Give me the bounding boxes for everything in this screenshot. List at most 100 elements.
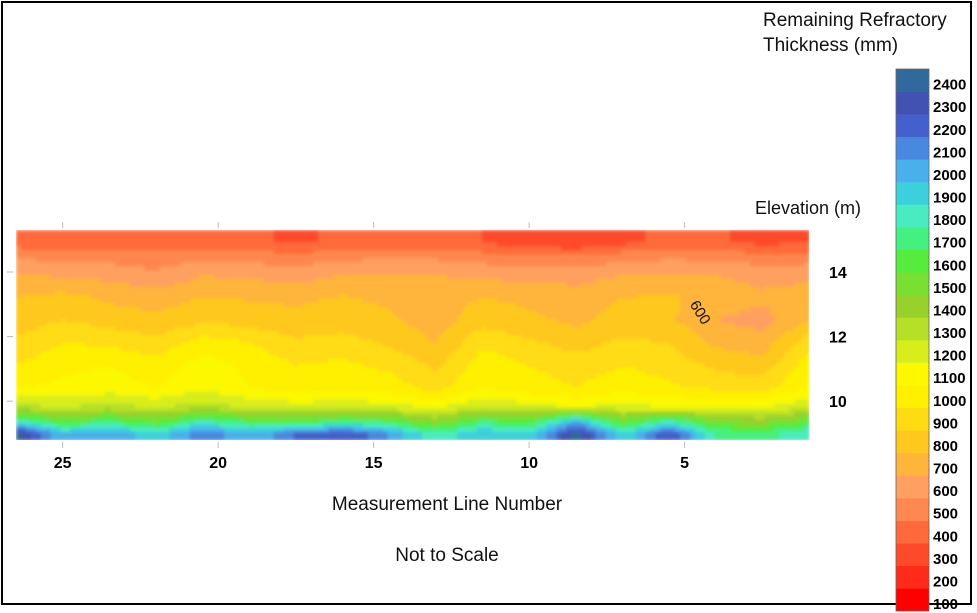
contour-cell <box>392 322 399 328</box>
contour-cell <box>308 278 314 284</box>
contour-cell <box>630 335 637 340</box>
contour-cell <box>55 322 62 328</box>
contour-cell <box>149 270 156 276</box>
contour-cell <box>719 330 726 336</box>
contour-cell <box>367 262 374 267</box>
contour-cell <box>615 230 622 235</box>
contour-cell <box>764 306 770 312</box>
contour-cell <box>531 339 538 344</box>
contour-cell <box>784 238 790 243</box>
contour-cell <box>224 242 230 247</box>
contour-cell <box>45 258 52 263</box>
contour-cell <box>20 290 27 296</box>
contour-cell <box>709 347 716 352</box>
contour-cell <box>328 246 334 251</box>
contour-cell <box>645 302 651 308</box>
contour-cell <box>353 298 359 304</box>
contour-cell <box>382 318 389 324</box>
contour-cell <box>387 262 394 267</box>
contour-cell <box>556 335 562 340</box>
contour-cell <box>169 318 176 324</box>
contour-cell <box>714 310 721 316</box>
contour-cell <box>95 351 101 356</box>
contour-cell <box>343 339 349 344</box>
contour-cell <box>709 270 716 276</box>
contour-cell <box>353 314 359 320</box>
contour-cell <box>640 238 647 243</box>
contour-cell <box>115 286 121 292</box>
contour-cell <box>804 286 809 292</box>
contour-cell <box>303 302 310 308</box>
contour-cell <box>30 266 37 271</box>
contour-cell <box>258 274 265 280</box>
contour-cell <box>199 298 205 304</box>
contour-cell <box>610 294 617 300</box>
contour-cell <box>55 347 62 352</box>
contour-cell <box>338 242 344 247</box>
contour-cell <box>313 343 319 348</box>
contour-cell <box>779 262 785 267</box>
contour-cell <box>313 282 319 288</box>
contour-cell <box>209 306 215 312</box>
contour-cell <box>194 298 200 304</box>
contour-cell <box>50 282 57 288</box>
contour-cell <box>362 326 369 332</box>
contour-cell <box>511 339 518 344</box>
contour-cell <box>437 266 443 271</box>
contour-cell <box>516 286 523 292</box>
contour-cell <box>144 274 151 280</box>
contour-cell <box>303 298 310 304</box>
contour-cell <box>50 343 57 348</box>
contour-cell <box>566 246 572 251</box>
contour-cell <box>422 322 428 328</box>
contour-cell <box>100 282 106 288</box>
contour-cell <box>432 286 438 292</box>
contour-cell <box>531 294 538 300</box>
contour-cell <box>219 330 225 336</box>
contour-cell <box>437 339 443 344</box>
contour-cell <box>100 355 106 360</box>
contour-cell <box>120 266 126 271</box>
contour-cell <box>427 278 433 284</box>
contour-cell <box>303 326 310 332</box>
contour-cell <box>486 326 493 332</box>
contour-cell <box>169 230 176 235</box>
contour-cell <box>546 339 552 344</box>
contour-cell <box>214 298 220 304</box>
contour-cell <box>615 286 622 292</box>
contour-cell <box>481 262 488 267</box>
contour-cell <box>699 278 706 284</box>
contour-cell <box>670 318 676 324</box>
contour-cell <box>80 258 86 263</box>
contour-cell <box>685 302 691 308</box>
contour-cell <box>501 290 508 296</box>
contour-cell <box>432 290 438 296</box>
contour-cell <box>308 294 314 300</box>
contour-cell <box>556 314 562 320</box>
contour-cell <box>154 355 161 360</box>
contour-cell <box>397 278 404 284</box>
contour-cell <box>125 282 131 288</box>
contour-cell <box>516 230 523 235</box>
contour-cell <box>422 270 428 276</box>
contour-cell <box>328 310 334 316</box>
contour-cell <box>412 343 419 348</box>
contour-cell <box>417 306 424 312</box>
contour-cell <box>481 322 488 328</box>
contour-cell <box>159 230 166 235</box>
contour-cell <box>749 322 756 328</box>
contour-cell <box>125 262 131 267</box>
contour-cell <box>640 278 647 284</box>
contour-cell <box>585 258 592 263</box>
contour-cell <box>714 322 721 328</box>
contour-cell <box>511 286 518 292</box>
contour-cell <box>675 282 681 288</box>
contour-cell <box>283 318 290 324</box>
contour-cell <box>392 318 399 324</box>
contour-cell <box>417 294 424 300</box>
contour-cell <box>35 326 42 332</box>
contour-cell <box>442 339 448 344</box>
contour-cell <box>372 238 379 243</box>
contour-cell <box>80 282 86 288</box>
contour-cell <box>40 262 47 267</box>
